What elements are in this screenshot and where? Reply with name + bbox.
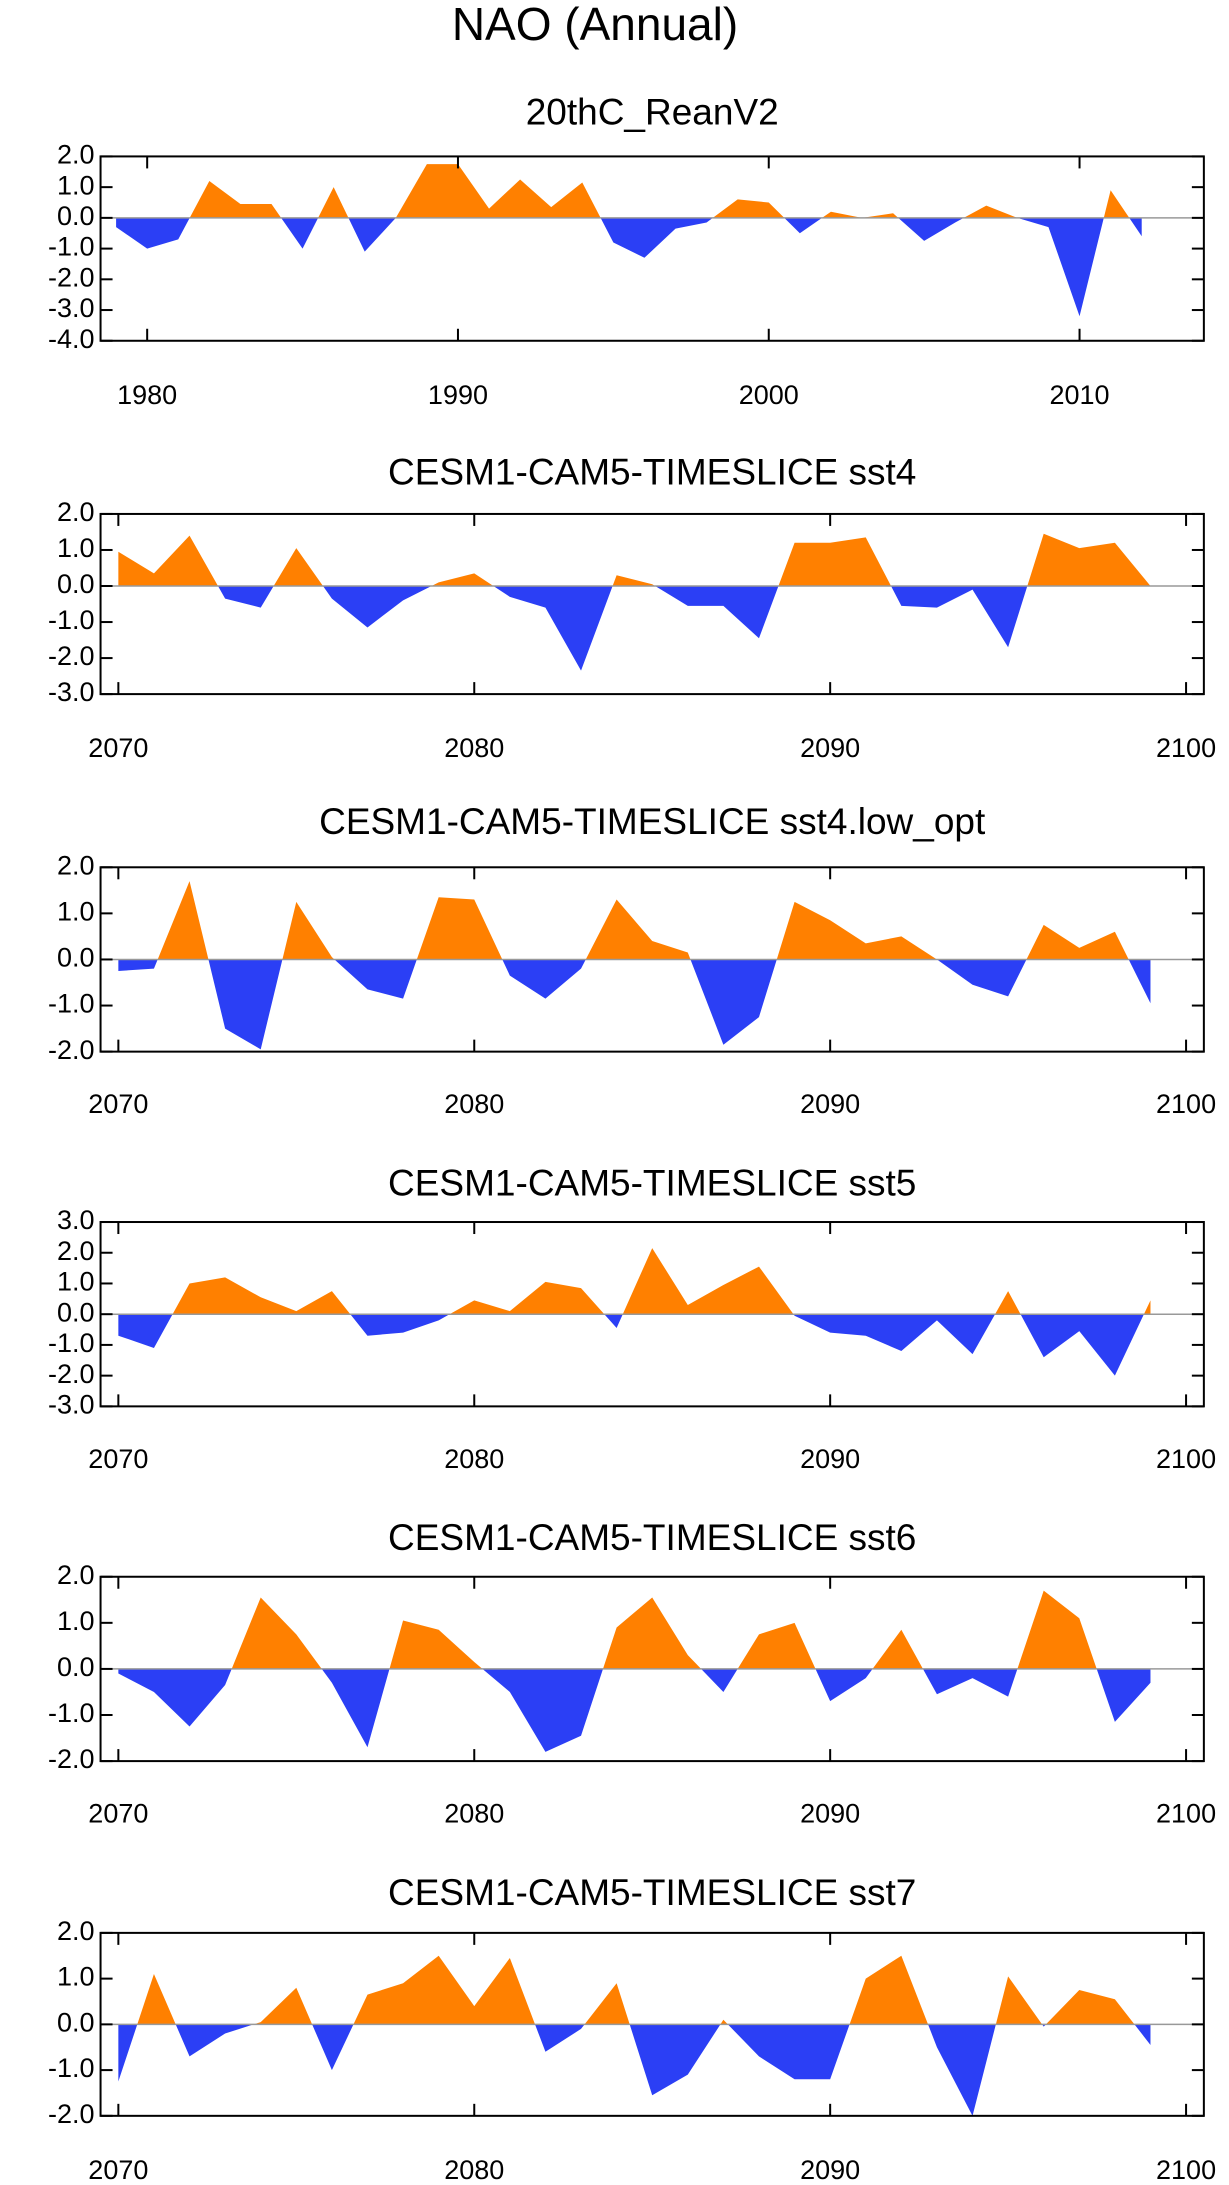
y-tick-label: 1.0: [57, 1606, 95, 1636]
y-tick-label: -1.0: [48, 232, 95, 262]
x-tick-label: 2100: [1156, 733, 1216, 763]
area-above: [118, 533, 1151, 587]
x-tick-label: 1990: [428, 380, 488, 410]
y-tick-label: -1.0: [48, 605, 95, 635]
y-tick-label: 2.0: [57, 1560, 95, 1590]
chart-title: CESM1-CAM5-TIMESLICE sst6: [388, 1517, 916, 1558]
x-tick-label: 2080: [444, 1799, 504, 1829]
y-tick-label: 0.0: [57, 1297, 95, 1327]
plot-frame: [99, 512, 1205, 696]
y-tick-label: 0.0: [57, 2007, 95, 2037]
y-tick-label: 1.0: [57, 896, 95, 926]
y-tick-label: 1.0: [57, 1962, 95, 1992]
y-tick-label: -1.0: [48, 1698, 95, 1728]
x-tick-label: 2090: [800, 733, 860, 763]
y-tick-label: 1.0: [57, 1267, 95, 1297]
y-tick-label: 0.0: [57, 569, 95, 599]
y-tick-label: -2.0: [48, 1359, 95, 1389]
x-tick-label: 2000: [739, 380, 799, 410]
x-tick-label: 2070: [88, 2155, 148, 2185]
chart-title: CESM1-CAM5-TIMESLICE sst5: [388, 1162, 916, 1203]
x-tick-label: 2010: [1050, 380, 1110, 410]
area-below: [116, 217, 1142, 317]
y-tick-label: 2.0: [57, 140, 95, 170]
x-tick-label: 2090: [800, 1799, 860, 1829]
y-tick-label: 2.0: [57, 1916, 95, 1946]
y-tick-label: -2.0: [48, 2099, 95, 2129]
y-tick-label: -4.0: [48, 324, 95, 354]
x-tick-label: 2080: [444, 733, 504, 763]
y-tick-label: -1.0: [48, 2053, 95, 2083]
chart-title: 20thC_ReanV2: [526, 91, 779, 132]
y-tick-label: -2.0: [48, 1744, 95, 1774]
y-tick-label: -1.0: [48, 989, 95, 1019]
x-tick-label: 2100: [1156, 2155, 1216, 2185]
y-tick-label: 1.0: [57, 533, 95, 563]
x-tick-label: 2080: [444, 1089, 504, 1119]
y-tick-label: 0.0: [57, 201, 95, 231]
x-tick-label: 2080: [444, 1444, 504, 1474]
x-tick-label: 1980: [117, 380, 177, 410]
y-tick-label: -2.0: [48, 1035, 95, 1065]
x-tick-label: 2070: [88, 1089, 148, 1119]
chart-title: CESM1-CAM5-TIMESLICE sst4: [388, 452, 916, 493]
chart-title: CESM1-CAM5-TIMESLICE sst4.low_opt: [319, 801, 986, 842]
area-above: [116, 164, 1142, 218]
area-below: [118, 586, 1151, 671]
area-above: [231, 1590, 1097, 1669]
x-tick-label: 2070: [88, 1799, 148, 1829]
area-below: [118, 2024, 1151, 2116]
x-tick-label: 2100: [1156, 1799, 1216, 1829]
y-tick-label: 2.0: [57, 1236, 95, 1266]
area-below: [118, 959, 1151, 1050]
y-tick-label: 2.0: [57, 850, 95, 880]
y-tick-label: -1.0: [48, 1328, 95, 1358]
x-tick-label: 2090: [800, 2155, 860, 2185]
x-tick-label: 2080: [444, 2155, 504, 2185]
y-tick-label: 2.0: [57, 497, 95, 527]
area-below: [118, 1314, 1144, 1376]
area-below: [118, 1668, 1151, 1752]
x-tick-label: 2090: [800, 1089, 860, 1119]
x-tick-label: 2070: [88, 733, 148, 763]
y-tick-label: -2.0: [48, 262, 95, 292]
area-above: [118, 1248, 1151, 1315]
y-tick-label: -3.0: [48, 677, 95, 707]
x-tick-label: 2070: [88, 1444, 148, 1474]
y-tick-label: 3.0: [57, 1205, 95, 1235]
x-tick-label: 2100: [1156, 1444, 1216, 1474]
y-tick-label: -2.0: [48, 641, 95, 671]
x-tick-label: 2090: [800, 1444, 860, 1474]
x-tick-label: 2100: [1156, 1089, 1216, 1119]
y-tick-label: 0.0: [57, 1652, 95, 1682]
y-tick-label: -3.0: [48, 1389, 95, 1419]
y-tick-label: 1.0: [57, 170, 95, 200]
chart-title: CESM1-CAM5-TIMESLICE sst7: [388, 1872, 916, 1913]
y-tick-label: -3.0: [48, 293, 95, 323]
area-above: [137, 1955, 1135, 2025]
area-above: [157, 881, 1129, 960]
figure-title: NAO (Annual): [452, 0, 738, 50]
y-tick-label: 0.0: [57, 943, 95, 973]
